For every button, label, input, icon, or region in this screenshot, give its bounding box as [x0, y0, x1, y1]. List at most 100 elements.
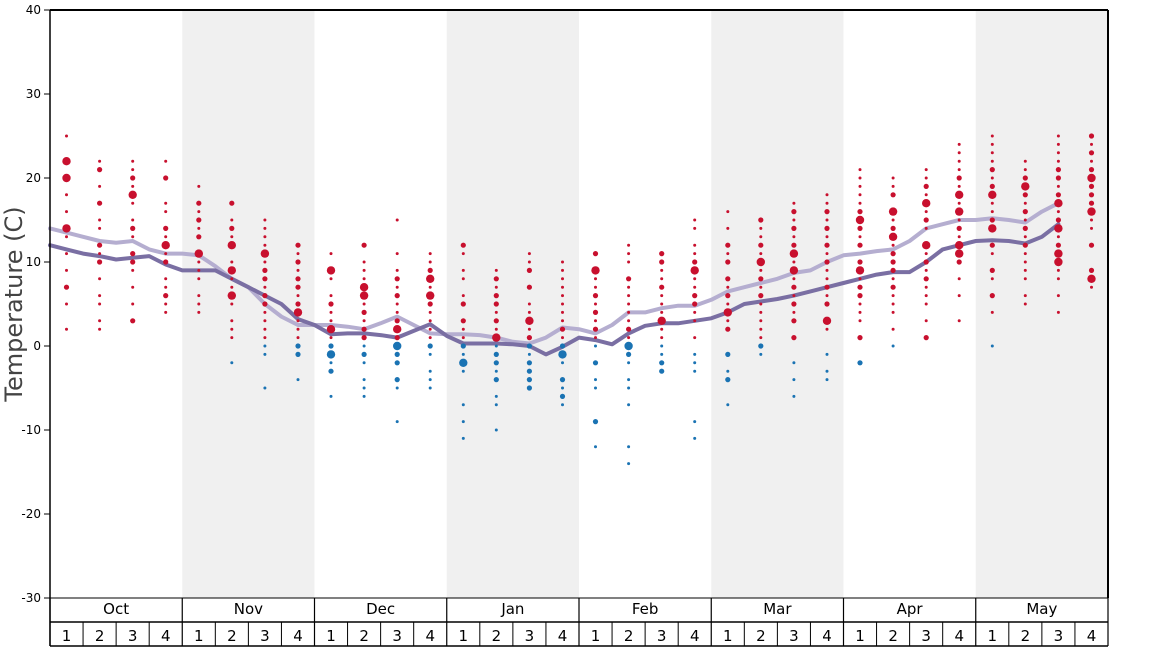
temperature-dot [824, 209, 830, 215]
temperature-dot [1056, 134, 1060, 138]
temperature-dot [659, 259, 665, 265]
temperature-dot [1022, 242, 1028, 248]
temperature-dot [293, 308, 303, 317]
week-label: 4 [1087, 627, 1097, 645]
temperature-dot [98, 294, 102, 298]
temperature-dot [329, 394, 333, 398]
temperature-dot [825, 327, 829, 331]
temperature-dot [1088, 242, 1095, 248]
temperature-dot [988, 224, 997, 233]
temperature-dot [329, 277, 333, 281]
temperature-dot [395, 310, 399, 314]
temperature-dot [756, 257, 765, 267]
temperature-dot [163, 259, 169, 265]
temperature-dot [558, 350, 567, 359]
temperature-dot [855, 215, 865, 225]
temperature-dot [1087, 274, 1096, 283]
y-tick-label: -30 [21, 591, 41, 605]
temperature-dot [130, 251, 136, 257]
trend-lines [48, 201, 1061, 357]
temperature-dot [890, 284, 896, 290]
temperature-dot [262, 301, 268, 307]
temperature-dot [891, 310, 895, 314]
temperature-dot [924, 285, 928, 289]
temperature-dot [296, 336, 300, 340]
temperature-dot [230, 235, 234, 239]
temperature-dot [1054, 249, 1063, 258]
temperature-dot [924, 319, 928, 323]
temperature-dot [527, 310, 531, 314]
temperature-dot [957, 277, 961, 281]
temperature-dot [98, 252, 102, 256]
month-band-nov [182, 10, 315, 598]
temperature-dot [362, 344, 366, 348]
month-label-feb: Feb [632, 600, 659, 618]
temperature-dot [824, 284, 830, 290]
temperature-dot [693, 361, 697, 365]
temperature-dot [693, 218, 697, 222]
temperature-dot [1056, 210, 1060, 214]
temperature-dot [296, 327, 300, 331]
temperature-dots [62, 133, 1096, 466]
week-label: 1 [855, 627, 865, 645]
week-label: 1 [194, 627, 204, 645]
temperature-dot [1055, 167, 1061, 173]
temperature-dot [759, 336, 763, 340]
temperature-dot [627, 302, 631, 306]
temperature-dot [659, 368, 665, 374]
temperature-dot [858, 168, 862, 172]
temperature-dot [726, 210, 730, 214]
temperature-dot [726, 285, 730, 289]
y-tick-label: 40 [26, 3, 41, 17]
temperature-dot [494, 268, 498, 272]
week-label: 2 [1021, 627, 1031, 645]
temperature-dot [923, 335, 929, 341]
temperature-dot [295, 259, 301, 265]
temperature-dot [759, 319, 763, 323]
temperature-dot [461, 268, 465, 272]
temperature-dot [627, 294, 631, 298]
temperature-dot [957, 159, 961, 163]
temperature-dot [561, 302, 564, 306]
temperature-dot [659, 251, 665, 257]
temperature-dot [295, 351, 301, 357]
week-label: 1 [988, 627, 998, 645]
temperature-dot [1054, 257, 1063, 267]
temperature-dot [693, 285, 697, 289]
temperature-dot [924, 193, 928, 197]
week-label: 2 [95, 627, 105, 645]
week-label: 4 [293, 627, 303, 645]
temperature-dot [197, 277, 201, 281]
temperature-dot [758, 217, 764, 223]
upper-trend-line [48, 201, 1061, 346]
week-label: 4 [822, 627, 832, 645]
temperature-dot [955, 190, 964, 199]
y-axis-title: Temperature (C) [0, 206, 28, 402]
temperature-dot [295, 343, 301, 349]
temperature-dot [359, 291, 369, 300]
week-label: 3 [1054, 627, 1064, 645]
temperature-dot [792, 277, 796, 281]
temperature-dot [693, 243, 697, 247]
temperature-dot [990, 310, 994, 314]
month-label-nov: Nov [234, 600, 263, 618]
week-label: 2 [492, 627, 502, 645]
lower-trend-line [48, 222, 1061, 357]
temperature-dot [924, 168, 928, 172]
temperature-dot [230, 361, 234, 365]
temperature-dot [1055, 192, 1061, 198]
temperature-dot [263, 285, 267, 289]
temperature-dot [197, 268, 201, 272]
temperature-dot [1088, 167, 1095, 173]
temperature-dot [393, 325, 402, 334]
month-label-may: May [1026, 600, 1057, 618]
week-label: 3 [392, 627, 402, 645]
temperature-dot [1087, 173, 1096, 183]
temperature-dot [97, 167, 103, 173]
temperature-dot [362, 386, 366, 390]
temperature-dot [561, 336, 564, 340]
week-label: 1 [591, 627, 601, 645]
temperature-dot [759, 252, 763, 256]
temperature-dot [130, 175, 136, 181]
temperature-dot [990, 134, 994, 138]
